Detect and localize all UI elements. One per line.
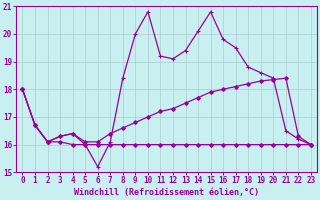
X-axis label: Windchill (Refroidissement éolien,°C): Windchill (Refroidissement éolien,°C) bbox=[74, 188, 259, 197]
